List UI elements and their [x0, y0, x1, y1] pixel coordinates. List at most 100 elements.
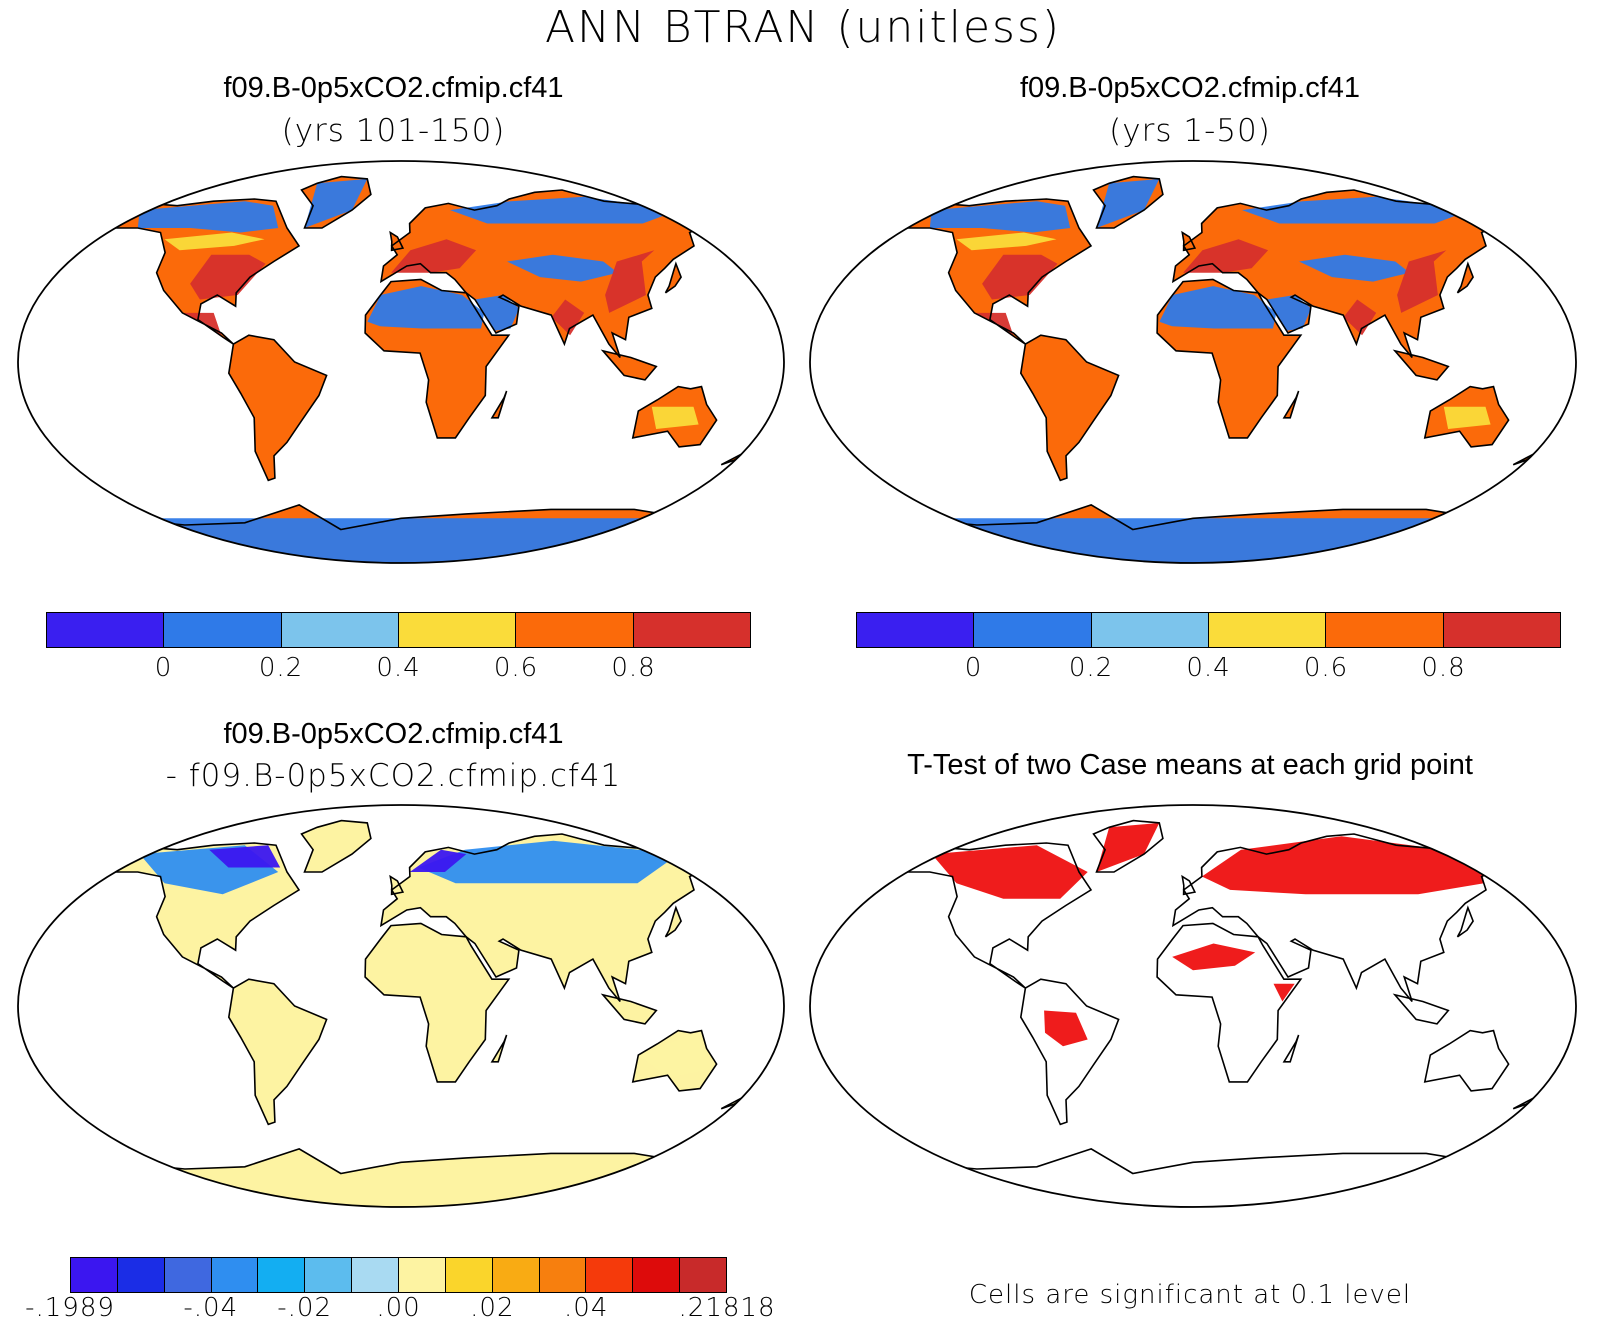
colorbar-swatch: [1326, 613, 1444, 647]
zone-eurasia-neg: [418, 840, 679, 884]
map-border: [17, 804, 785, 1208]
map-bottom-right: [809, 804, 1577, 1208]
zone-north-america-mid: [164, 232, 265, 251]
colorbar-tick-label: 0.8: [611, 653, 656, 683]
zone-eurasia-sig: [1201, 836, 1485, 895]
coastline-madagascar: [490, 390, 508, 419]
coastline-indonesia: [1392, 349, 1450, 381]
panel-bottom-left-minus-case: - f09.B-0p5xCO2.cfmip.cf41: [165, 758, 622, 794]
colorbar-tick-label: 0.2: [1068, 653, 1114, 683]
colorbar-bottom-left-ticks: -.1989 -.04 -.02 .00 .02 .04 .21818: [25, 1293, 774, 1327]
zone-greenland-ice: [1096, 178, 1160, 228]
coastline-eurasia: [1171, 189, 1502, 359]
colorbar-swatch: [258, 1258, 306, 1292]
colorbar-swatch: [398, 613, 517, 647]
coastline-japan: [664, 261, 682, 294]
coastline-north-america: [901, 842, 1093, 989]
zone-north-america-cold: [929, 201, 1071, 233]
colorbar-swatch: [1443, 613, 1560, 647]
zone-mexico-wet: [974, 312, 1014, 336]
zone-aus-moist: [1443, 406, 1491, 429]
colorbar-tick-label: 0.2: [258, 653, 304, 683]
colorbar-bottom-left: [70, 1257, 727, 1293]
coastline-north-america: [901, 198, 1093, 345]
coastline-madagascar: [1282, 1034, 1300, 1063]
zone-mexico-wet: [182, 312, 222, 336]
colorbar-swatch: [352, 1258, 400, 1292]
zone-horn-sig: [1273, 983, 1295, 1002]
coastline-madagascar: [490, 1034, 508, 1063]
map-bottom-left: [17, 804, 785, 1208]
zone-north-america-wet: [190, 254, 266, 300]
colorbar-swatch: [445, 1258, 493, 1292]
coastline-south-america: [227, 978, 328, 1126]
colorbar-tick-label: 0.4: [376, 653, 421, 683]
zone-scandinavia-strong: [409, 849, 467, 872]
colorbar-swatch: [633, 1258, 681, 1292]
coastline-africa: [364, 278, 511, 439]
colorbar-tick-label: .21818: [678, 1293, 776, 1323]
colorbar-swatch: [633, 613, 750, 647]
colorbar-tick-label: 0.6: [1303, 653, 1349, 683]
colorbar-tick-label: -.02: [277, 1293, 333, 1323]
coastline-eurasia: [1171, 833, 1502, 1003]
coastline-australia: [631, 1029, 718, 1092]
zone-greenland-ice: [304, 178, 368, 228]
land-indonesia: [602, 350, 657, 380]
coastline-greenland: [300, 175, 372, 229]
map-border: [809, 160, 1577, 564]
zone-aus-moist: [638, 1032, 713, 1078]
panel-top-right-years: (yrs 1-50): [1109, 113, 1271, 149]
zone-central-asia: [507, 254, 618, 282]
coastline-britain: [1181, 230, 1197, 252]
coastline-antarctica: [112, 504, 692, 563]
colorbar-swatch: [47, 613, 165, 647]
land-south-america: [228, 335, 327, 481]
coastline-antarctica: [904, 1148, 1484, 1207]
colorbar-swatch: [71, 1258, 118, 1292]
colorbar-swatch: [539, 1258, 587, 1292]
land-indonesia: [1394, 350, 1449, 380]
coastline-britain: [389, 230, 405, 252]
colorbar-swatch: [211, 1258, 259, 1292]
colorbar-swatch: [586, 1258, 634, 1292]
panel-top-left-case: f09.B-0p5xCO2.cfmip.cf41: [223, 72, 564, 104]
colorbar-swatch: [164, 613, 282, 647]
map-border: [809, 804, 1577, 1208]
coastline-south-america: [1019, 334, 1120, 482]
coastline-north-america: [109, 198, 301, 345]
land-africa: [365, 923, 509, 1082]
coastline-north-america: [109, 842, 301, 989]
coastline-eurasia: [379, 833, 710, 1003]
colorbar-swatch: [1208, 613, 1327, 647]
land-south-america: [228, 979, 327, 1125]
zone-asia-wet: [605, 250, 655, 313]
zone-central-asia: [1299, 254, 1410, 282]
zone-india-wet: [1343, 299, 1377, 336]
colorbar-top-right: [856, 612, 1561, 648]
coastline-south-america: [1019, 978, 1120, 1126]
coastline-antarctica: [112, 1148, 692, 1207]
colorbar-top-left-ticks: 0 0.2 0.4 0.6 0.8: [46, 653, 751, 687]
zone-asia-wet: [1397, 250, 1447, 313]
zone-north-america-cold: [137, 201, 279, 233]
coastline-australia: [631, 385, 718, 448]
coastline-indonesia: [600, 349, 658, 381]
coastline-australia: [1423, 385, 1510, 448]
coastline-britain: [389, 874, 405, 896]
colorbar-tick-label: 0.4: [1186, 653, 1231, 683]
colorbar-tick-label: .02: [470, 1293, 515, 1323]
coastline-japan: [1456, 261, 1474, 294]
figure-title: ANN BTRAN (unitless): [544, 2, 1062, 53]
zone-aus-moist: [651, 406, 699, 429]
zone-sahara: [1159, 286, 1277, 329]
coastline-australia: [1423, 1029, 1510, 1092]
colorbar-swatch: [399, 1258, 446, 1292]
zone-north-america-mid: [956, 232, 1057, 251]
map-top-left: [17, 160, 785, 564]
zone-canada-sig: [931, 845, 1088, 899]
map-border: [17, 160, 785, 564]
coastline-greenland: [1092, 175, 1164, 229]
coastline-africa: [1156, 922, 1303, 1083]
colorbar-swatch: [281, 613, 399, 647]
